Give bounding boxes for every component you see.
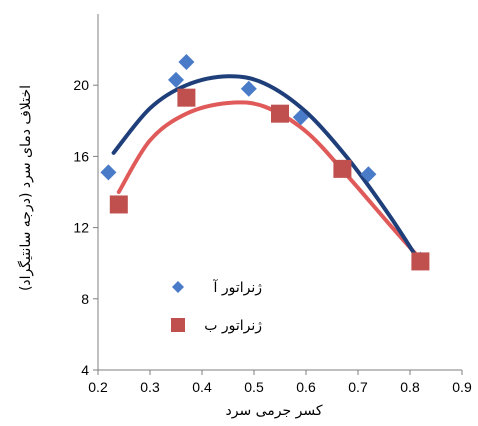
data-point-generator-a (292, 109, 309, 126)
legend-marker-generator-a (172, 281, 184, 293)
data-point-generator-a (168, 71, 184, 88)
y-tick-label: 16 (73, 148, 89, 164)
x-tick-label: 0.4 (192, 379, 212, 395)
x-tick-label: 0.6 (296, 379, 316, 395)
axes (93, 14, 463, 375)
x-tick-label: 0.9 (452, 379, 472, 395)
legend-item-generator-b: ژنراتور ب (171, 318, 262, 334)
trend-line-generator-b (116, 100, 428, 267)
data-point-generator-b (177, 88, 196, 107)
x-tick-label: 0.3 (140, 379, 160, 395)
legend-label-generator-a: ژنراتور آ (212, 279, 262, 296)
y-axis-title: اختلاف دمای سرد (درجه سانتیگراد) (17, 85, 34, 291)
x-tick-label: 0.2 (88, 379, 108, 395)
data-point-generator-a (178, 54, 195, 71)
x-axis-title: کسر جرمی سرد (225, 403, 322, 419)
data-point-generator-a (240, 80, 257, 97)
data-point-generator-b (109, 195, 128, 214)
data-point-generator-a (360, 166, 377, 183)
data-point-generator-b (411, 252, 430, 271)
x-tick-label: 0.7 (348, 379, 368, 395)
legend: ژنراتور آ ژنراتور ب (171, 279, 262, 334)
trend-line-generator-a (111, 74, 423, 266)
data-point-generator-b (271, 104, 289, 123)
data-markers (100, 54, 430, 271)
legend-label-generator-b: ژنراتور ب (204, 318, 262, 334)
data-point-generator-a (100, 164, 117, 181)
y-tick-label: 20 (73, 77, 89, 93)
y-tick-label: 4 (81, 362, 89, 378)
trend-lines (111, 74, 428, 267)
tick-labels: 0.2 0.3 0.4 0.5 0.6 0.7 0.8 0.9 4 8 12 16 20 (73, 77, 472, 395)
y-tick-label: 8 (81, 291, 89, 307)
legend-item-generator-a: ژنراتور آ (172, 279, 262, 296)
data-point-generator-b (333, 159, 352, 178)
y-tick-label: 12 (73, 220, 89, 236)
legend-marker-generator-b (171, 318, 185, 332)
x-tick-label: 0.8 (400, 379, 420, 395)
x-tick-label: 0.5 (244, 379, 264, 395)
